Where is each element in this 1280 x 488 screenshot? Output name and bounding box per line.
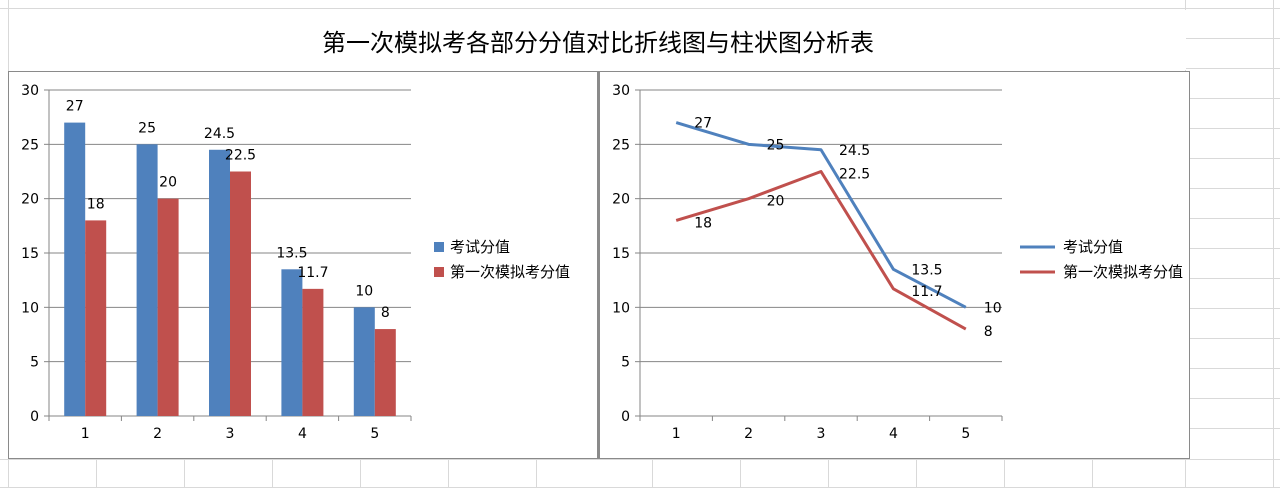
data-label: 10	[355, 283, 373, 299]
x-tick-label: 3	[817, 426, 826, 442]
data-label: 11.7	[297, 265, 328, 281]
bar	[374, 329, 396, 416]
series-line	[675, 121, 967, 309]
bar	[85, 220, 107, 416]
legend-label: 第一次模拟考分值	[450, 263, 570, 281]
data-label: 22.5	[225, 148, 256, 164]
data-label: 25	[767, 137, 785, 153]
y-tick-label: 5	[621, 355, 630, 371]
data-label: 18	[87, 196, 105, 212]
line-chart: 0 5 10 15 20 25 30 1 2 3 4 5 27 25 24.5 13.5 10 18 20 22.5 1…	[612, 83, 1183, 442]
legend-swatch	[434, 267, 444, 277]
y-tick-label: 15	[21, 246, 39, 262]
data-label: 11.7	[911, 284, 942, 300]
y-tick-label: 25	[612, 137, 630, 153]
chart-title: 第一次模拟考各部分分值对比折线图与柱状图分析表	[10, 10, 1186, 70]
bar	[209, 149, 230, 416]
data-label: 10	[984, 300, 1002, 316]
bar-chart-panel[interactable]: 0 5 10 15 20 25 30 1 2 3 4 5 27 25 24.5 13.5 10 18 20 22.5 1…	[8, 71, 598, 459]
bar	[64, 122, 86, 416]
bar	[353, 307, 375, 416]
data-label: 27	[66, 99, 84, 115]
bar	[281, 269, 303, 416]
series-line	[675, 170, 967, 331]
x-tick-label: 2	[744, 426, 753, 442]
x-tick-label: 1	[81, 426, 90, 442]
y-tick-label: 5	[30, 355, 39, 371]
x-tick-label: 5	[961, 426, 970, 442]
y-tick-label: 20	[21, 192, 39, 208]
data-label: 25	[138, 120, 156, 136]
legend-label: 第一次模拟考分值	[1063, 263, 1183, 281]
x-tick-label: 3	[226, 426, 235, 442]
y-tick-label: 30	[21, 83, 39, 99]
data-label: 13.5	[276, 245, 307, 261]
bar	[136, 144, 158, 416]
legend-label: 考试分值	[1063, 238, 1123, 256]
data-label: 22.5	[839, 167, 870, 183]
x-tick-label: 5	[370, 426, 379, 442]
x-tick-label: 4	[889, 426, 898, 442]
bar	[157, 198, 179, 416]
data-label: 8	[984, 324, 993, 340]
data-label: 20	[159, 175, 177, 191]
bar	[230, 171, 251, 416]
legend-swatch	[434, 242, 444, 252]
x-tick-label: 1	[672, 426, 681, 442]
data-label: 20	[767, 194, 785, 210]
data-label: 13.5	[911, 262, 942, 278]
bar	[302, 288, 324, 416]
data-label: 18	[694, 215, 712, 231]
legend-label: 考试分值	[450, 238, 510, 256]
y-tick-label: 30	[612, 83, 630, 99]
y-tick-label: 0	[621, 409, 630, 425]
data-label: 24.5	[839, 143, 870, 159]
y-tick-label: 10	[21, 300, 39, 316]
y-tick-label: 10	[612, 300, 630, 316]
x-tick-label: 4	[298, 426, 307, 442]
data-label: 8	[381, 305, 390, 321]
data-label: 24.5	[204, 126, 235, 142]
y-tick-label: 25	[21, 137, 39, 153]
y-tick-label: 15	[612, 246, 630, 262]
x-tick-label: 2	[153, 426, 162, 442]
line-chart-panel[interactable]: 0 5 10 15 20 25 30 1 2 3 4 5 27 25 24.5 13.5 10 18 20 22.5 1…	[598, 71, 1190, 459]
bar-chart: 0 5 10 15 20 25 30 1 2 3 4 5 27 25 24.5 13.5 10 18 20 22.5 1…	[21, 83, 570, 442]
y-tick-label: 20	[612, 192, 630, 208]
y-tick-label: 0	[30, 409, 39, 425]
data-label: 27	[694, 116, 712, 132]
